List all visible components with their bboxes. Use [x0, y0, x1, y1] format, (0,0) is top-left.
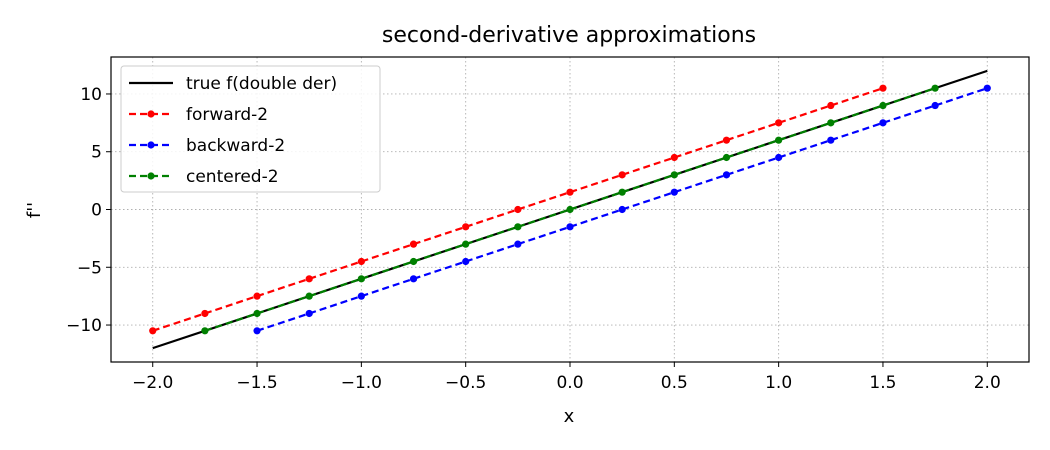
- x-tick-label: −1.0: [341, 373, 382, 393]
- data-point: [722, 136, 731, 144]
- data-point: [149, 327, 157, 335]
- data-point: [670, 171, 678, 179]
- x-axis: −2.0 −1.5 −1.0 −0.5 0.0 0.5 1.0 1.5 2.0: [132, 362, 1001, 393]
- data-point: [462, 223, 470, 231]
- data-point: [670, 188, 678, 196]
- x-tick-label: 1.5: [869, 373, 896, 393]
- data-point: [566, 205, 574, 214]
- legend-label: centered-2: [186, 167, 279, 187]
- data-point: [462, 257, 470, 266]
- data-point: [253, 309, 261, 318]
- data-point: [253, 292, 261, 300]
- data-point: [670, 153, 678, 162]
- data-point: [409, 257, 418, 266]
- data-point: [409, 275, 418, 283]
- y-axis-label: f'': [24, 202, 45, 218]
- x-tick-label: 0.5: [661, 373, 688, 393]
- data-point: [618, 171, 626, 179]
- data-point: [305, 292, 313, 300]
- data-point: [514, 223, 522, 231]
- legend-label: forward-2: [186, 105, 268, 125]
- data-point: [462, 240, 470, 248]
- y-tick-label: 0: [91, 201, 102, 221]
- data-point: [931, 101, 939, 110]
- data-point: [879, 84, 887, 92]
- legend-marker: [147, 172, 155, 180]
- legend-label: true f(double der): [186, 74, 337, 94]
- data-point: [514, 240, 522, 248]
- y-tick-label: −10: [66, 316, 102, 336]
- y-axis: −10 −5 0 5 10: [66, 85, 111, 336]
- data-point: [618, 205, 626, 214]
- chart-title: second-derivative approximations: [382, 23, 756, 48]
- data-point: [357, 275, 365, 283]
- x-tick-label: −0.5: [445, 373, 486, 393]
- y-tick-label: −5: [77, 258, 102, 278]
- data-point: [409, 240, 418, 248]
- x-tick-label: 1.0: [765, 373, 792, 393]
- data-point: [357, 257, 365, 266]
- data-point: [775, 136, 783, 144]
- y-tick-label: 5: [91, 143, 102, 163]
- legend-marker: [147, 141, 155, 149]
- x-tick-label: 2.0: [974, 373, 1001, 393]
- data-point: [253, 327, 261, 335]
- data-point: [722, 153, 731, 162]
- data-point: [566, 223, 574, 231]
- series-line-forward-2: [152, 87, 884, 332]
- x-tick-label: −2.0: [132, 373, 173, 393]
- y-tick-label: 10: [80, 85, 102, 105]
- data-point: [357, 292, 365, 300]
- data-point: [514, 205, 522, 214]
- data-point: [618, 188, 626, 196]
- x-tick-label: −1.5: [236, 373, 277, 393]
- data-point: [827, 119, 835, 127]
- data-point: [775, 119, 783, 127]
- data-point: [305, 309, 313, 318]
- data-point: [931, 84, 939, 92]
- data-point: [722, 171, 731, 179]
- series-line-centered-2: [204, 87, 936, 332]
- x-axis-label: x: [564, 406, 575, 427]
- data-point: [201, 327, 209, 335]
- legend-label: backward-2: [186, 136, 285, 156]
- data-point: [305, 275, 313, 283]
- data-point: [827, 136, 835, 144]
- legend-marker: [147, 110, 155, 118]
- plot-area: [149, 69, 991, 350]
- data-point: [879, 119, 887, 127]
- legend: true f(double der) forward-2 backward-2 cen…: [120, 65, 381, 193]
- data-point: [879, 101, 887, 110]
- data-point: [983, 84, 991, 92]
- data-point: [201, 309, 209, 318]
- x-tick-label: 0.0: [556, 373, 583, 393]
- series-line-backward-2: [256, 87, 988, 332]
- data-point: [566, 188, 574, 196]
- data-point: [827, 101, 835, 110]
- legend-box: [120, 65, 381, 193]
- data-point: [775, 153, 783, 162]
